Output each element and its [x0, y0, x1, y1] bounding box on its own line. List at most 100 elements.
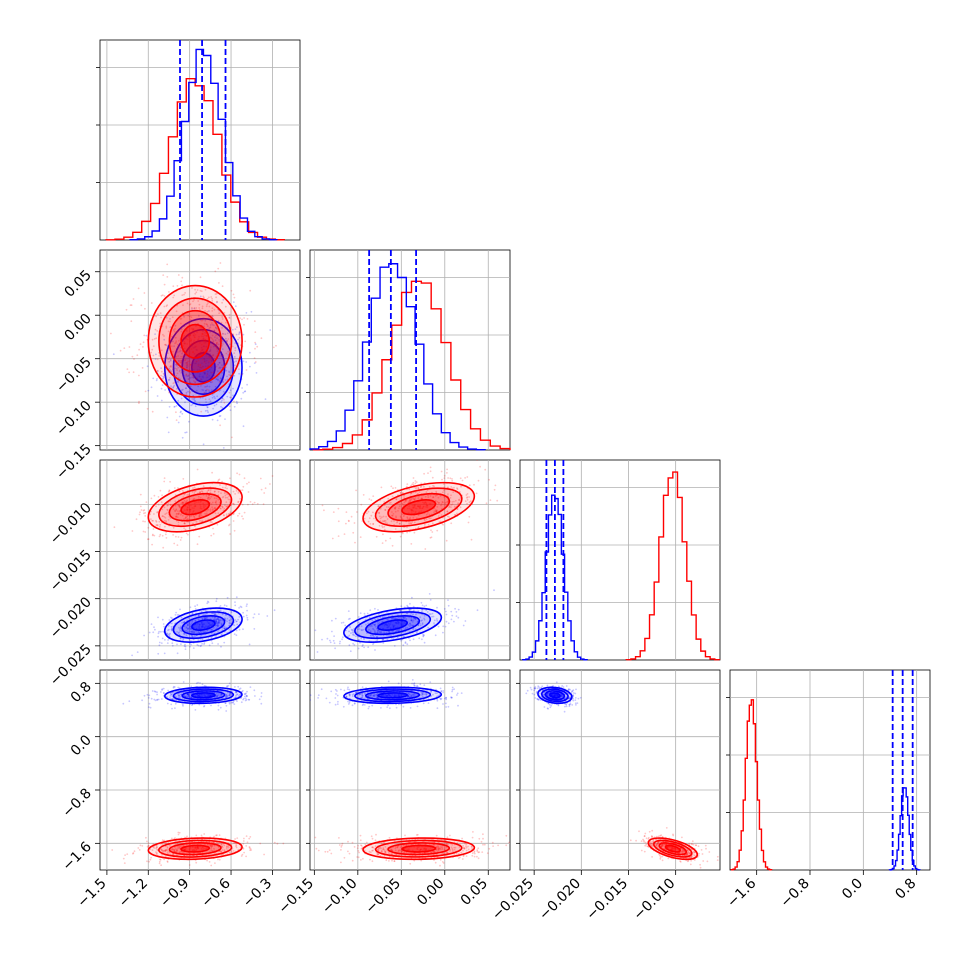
scatter-point — [428, 486, 431, 488]
scatter-point — [168, 490, 171, 492]
scatter-point — [442, 631, 444, 634]
contour-level — [401, 499, 437, 516]
scatter-point — [213, 507, 216, 509]
scatter-point — [383, 501, 386, 503]
scatter-point — [211, 628, 214, 631]
scatter-point — [139, 511, 141, 514]
scatter-point — [158, 535, 161, 538]
scatter-point — [210, 628, 213, 631]
scatter-point — [123, 862, 126, 864]
scatter-point — [386, 638, 389, 641]
scatter-point — [455, 615, 458, 617]
scatter-point — [382, 638, 385, 641]
scatter-point — [233, 352, 236, 354]
hist-series-0 — [312, 280, 511, 451]
scatter-point — [421, 608, 424, 611]
scatter-point — [213, 617, 216, 619]
scatter-point — [409, 707, 412, 709]
scatter-point — [411, 624, 414, 627]
scatter-point — [179, 506, 181, 509]
scatter-point — [186, 499, 189, 502]
scatter-point — [457, 608, 460, 611]
scatter-point — [189, 696, 191, 699]
scatter-point — [198, 614, 200, 617]
scatter-point — [401, 518, 404, 521]
scatter-point — [181, 436, 184, 439]
scatter-point — [210, 704, 212, 707]
scatter-point — [161, 618, 164, 621]
scatter-point — [153, 338, 156, 340]
scatter-point — [332, 639, 335, 642]
scatter-point — [225, 337, 227, 340]
scatter-point — [247, 491, 250, 493]
scatter-point — [171, 693, 174, 696]
scatter-point — [411, 679, 414, 681]
scatter-point — [176, 643, 178, 646]
scatter-point — [248, 643, 251, 646]
scatter-point — [176, 364, 178, 367]
scatter-point — [402, 705, 405, 708]
scatter-point — [180, 630, 183, 633]
scatter-point — [195, 291, 198, 294]
scatter-point — [451, 614, 454, 617]
scatter-point — [248, 698, 251, 701]
scatter-point — [404, 627, 407, 630]
scatter-point — [206, 385, 209, 388]
scatter-point — [384, 520, 387, 522]
scatter-point — [168, 361, 171, 363]
scatter-point — [338, 837, 340, 839]
scatter-point — [399, 610, 402, 612]
scatter-point — [161, 384, 164, 386]
scatter-point — [347, 610, 350, 612]
scatter-point — [169, 695, 172, 697]
scatter-point — [418, 637, 421, 640]
scatter-point — [110, 332, 112, 335]
scatter-point — [409, 639, 411, 642]
scatter-point — [215, 345, 218, 348]
scatter-point — [175, 341, 177, 344]
scatter-point — [216, 623, 219, 625]
scatter-point — [388, 502, 391, 504]
scatter-point — [183, 522, 186, 525]
scatter-point — [415, 486, 417, 489]
scatter-point — [172, 534, 175, 536]
scatter-point — [220, 505, 223, 507]
scatter-point — [395, 515, 397, 518]
scatter-point — [181, 276, 184, 279]
scatter-point — [208, 296, 210, 299]
scatter-point — [139, 343, 142, 345]
scatter-point — [128, 346, 131, 348]
scatter-point — [245, 614, 248, 617]
scatter-point — [213, 404, 216, 407]
scatter-point — [395, 498, 398, 501]
scatter-point — [163, 516, 166, 518]
scatter-point — [347, 686, 349, 689]
scatter-point — [171, 644, 174, 647]
scatter-point — [214, 336, 216, 339]
scatter-point — [412, 617, 415, 619]
scatter-point — [154, 699, 157, 702]
scatter-point — [199, 635, 202, 638]
scatter-point — [439, 687, 442, 690]
scatter-point — [176, 387, 178, 390]
scatter-point — [218, 381, 221, 384]
scatter-point — [218, 380, 221, 382]
scatter-point — [206, 325, 209, 327]
scatter-point — [238, 473, 241, 476]
scatter-point — [122, 857, 125, 860]
scatter-point — [187, 365, 189, 367]
scatter-point — [206, 373, 209, 375]
scatter-point — [203, 617, 206, 620]
scatter-point — [233, 703, 236, 705]
scatter-point — [236, 472, 239, 475]
scatter-point — [369, 625, 371, 628]
scatter-point — [225, 704, 228, 707]
scatter-point — [444, 501, 447, 504]
scatter-point — [412, 605, 415, 608]
scatter-point — [233, 296, 236, 299]
scatter-point — [212, 343, 215, 345]
scatter-point — [409, 622, 411, 625]
scatter-point — [152, 519, 155, 522]
scatter-point — [165, 305, 168, 308]
scatter-point — [235, 634, 238, 637]
